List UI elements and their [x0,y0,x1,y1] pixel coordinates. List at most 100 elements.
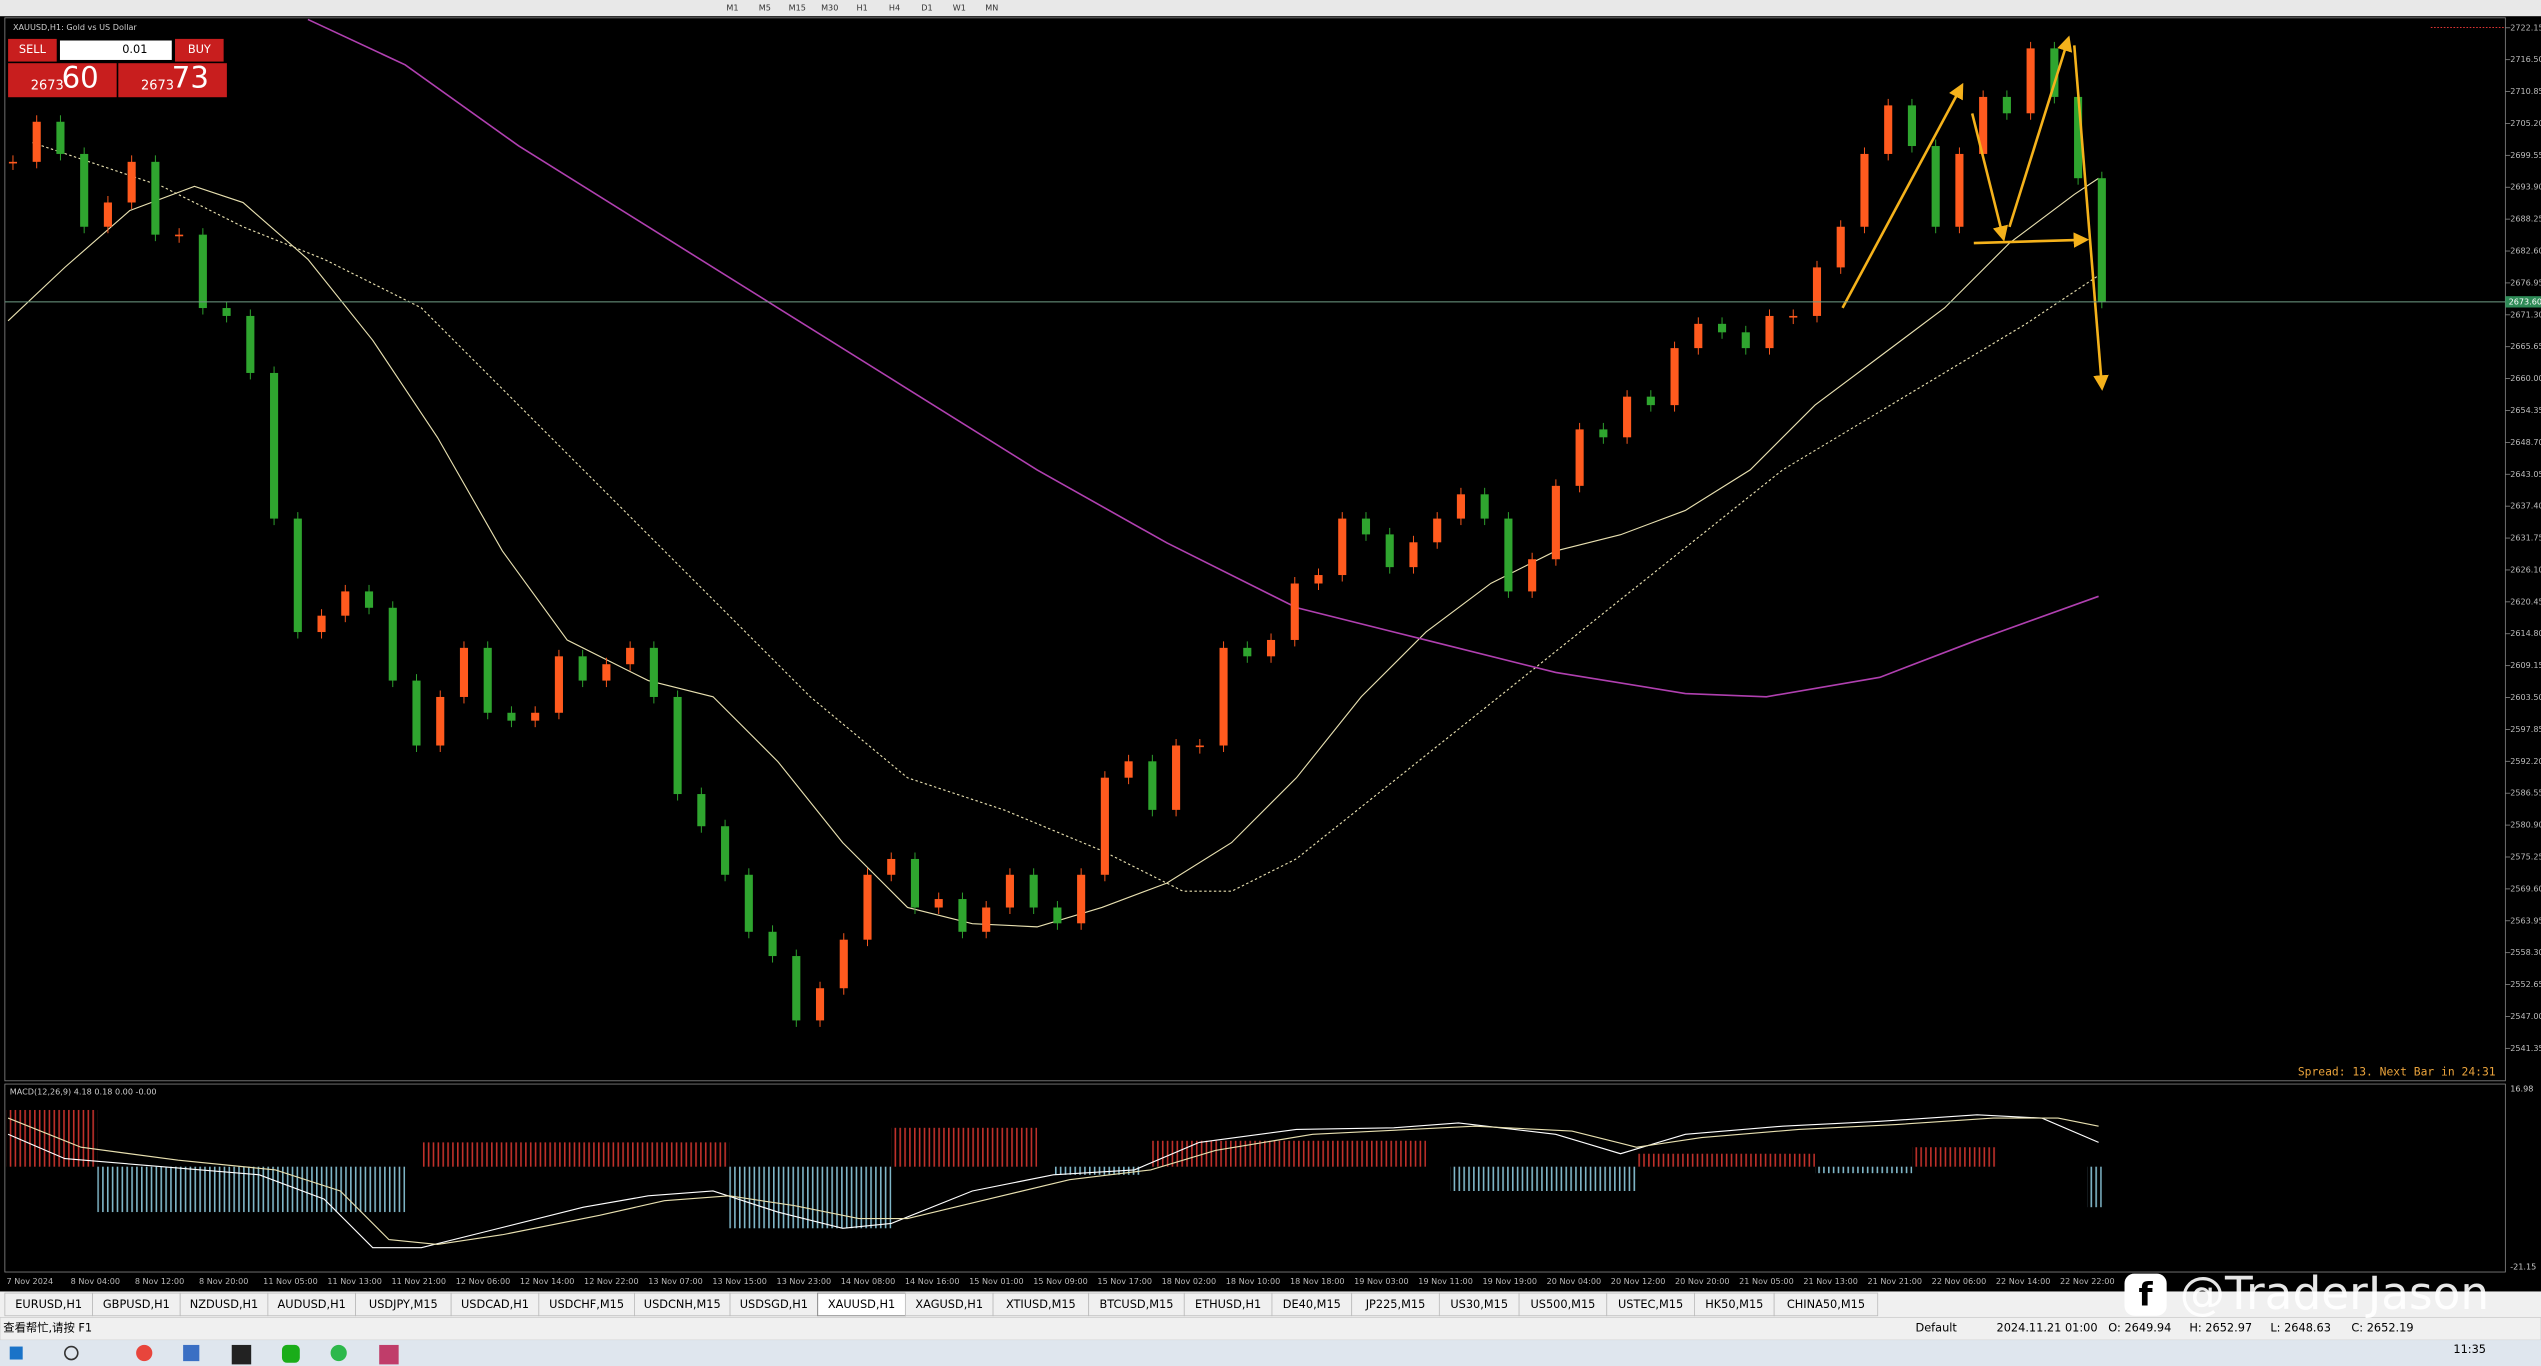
timeframe[interactable]: MN [985,3,998,13]
y-tick-label: 2637.40 [2510,501,2541,511]
arrow [1973,232,2090,248]
candle [1480,494,1489,519]
x-tick-label: 14 Nov 16:00 [905,1276,960,1286]
x-tick-label: 22 Nov 22:00 [2060,1276,2115,1286]
x-tick-label: 20 Nov 04:00 [1547,1276,1602,1286]
buy-button[interactable] [175,38,224,62]
macd-line [7,1114,2099,1249]
candle [768,931,777,957]
watermark-logo [2124,1273,2167,1316]
y-tick-label: 2586.55 [2510,788,2541,798]
candle [1124,761,1133,778]
symbol-tab-label: XAGUSD,H1 [915,1297,983,1311]
candle [982,907,991,932]
candle [1623,396,1632,438]
timeframe[interactable]: H1 [856,3,867,13]
macd-histogram [6,1109,2102,1229]
timeframe[interactable]: M30 [821,3,838,13]
candle [2074,96,2083,179]
wechat-icon[interactable] [281,1344,300,1363]
hist-down [1450,1166,1637,1191]
x-tick-label: 13 Nov 23:00 [777,1276,832,1286]
mt-icon[interactable] [231,1344,252,1365]
y-tick-label: 2710.85 [2510,86,2541,96]
timeframe[interactable]: W1 [953,3,966,13]
hist-down [1815,1166,1913,1174]
symbol-tab[interactable] [1773,1292,1879,1317]
symbol-tab-label: USDSGD,H1 [740,1297,808,1311]
candle [1504,518,1513,592]
symbol-tab-label: GBPUSD,H1 [103,1297,170,1311]
candle [80,153,89,227]
y-tick-label: 2563.95 [2510,915,2541,925]
x-tick-label: 15 Nov 09:00 [1033,1276,1088,1286]
candle [103,202,112,227]
macd-frame [4,1083,2506,1273]
candle [1741,332,1750,349]
status-help: 查看帮忙,请按 F1 [3,1321,92,1335]
timeframe[interactable]: H4 [889,3,900,13]
candle [127,161,136,203]
y-tick-label: 2699.55 [2510,150,2541,160]
app-icon[interactable] [379,1344,399,1365]
y-tick-label: 2654.35 [2510,405,2541,415]
candle [1646,396,1655,406]
candle [910,858,920,908]
hist-down [1053,1166,1143,1175]
timeframe[interactable]: M1 [726,3,738,13]
search-icon[interactable] [64,1345,79,1361]
sell-price-box[interactable] [8,63,117,98]
timeframe[interactable]: M15 [789,3,806,13]
chart-frame [4,17,2506,1082]
candle [721,826,730,875]
candle [2026,48,2035,114]
candle [32,121,41,162]
symbol-tab-label: USTEC,M15 [1618,1297,1683,1311]
x-tick-label: 12 Nov 14:00 [520,1276,575,1286]
arrow [2008,35,2073,228]
candle [1456,494,1465,519]
timeframe[interactable]: M5 [759,3,771,13]
candle [1789,315,1798,318]
browser-icon[interactable] [136,1344,153,1362]
y-tick-label: 2558.30 [2510,947,2541,957]
candle [1884,105,1893,154]
app-icon[interactable] [330,1344,347,1362]
symbol-tab-label: ETHUSD,H1 [1195,1297,1261,1311]
app-icon[interactable] [183,1344,200,1362]
candle [1836,226,1845,268]
candle [1551,485,1560,560]
candle [1361,518,1371,535]
x-tick-label: 13 Nov 15:00 [712,1276,767,1286]
buy-price-box[interactable] [118,63,227,98]
symbol-tab-label: AUDUSD,H1 [278,1297,346,1311]
hist-down [97,1166,406,1213]
y-tick-label: 2592.20 [2510,756,2541,766]
symbol-tab-label: CHINA50,M15 [1787,1297,1865,1311]
buy-price-small: 2673 [141,78,174,93]
clock: 11:35 [2453,1342,2486,1356]
long-ma [307,18,2099,698]
candle [507,712,516,721]
x-tick-label: 11 Nov 05:00 [263,1276,318,1286]
candle [436,696,445,746]
candle [222,308,231,316]
symbol-tab-label: JP225,M15 [1365,1297,1426,1311]
candle [1029,874,1038,908]
lot-field[interactable] [59,40,172,60]
timeframe[interactable]: D1 [921,3,932,13]
symbol-tab-label: USDCAD,H1 [461,1297,529,1311]
candle [412,680,421,746]
sell-button[interactable] [8,38,57,62]
y-tick-label: 2614.80 [2510,628,2541,638]
start-icon[interactable] [9,1346,23,1360]
candle [602,664,611,681]
status-high: H: 2652.97 [2189,1321,2252,1335]
x-tick-label: 18 Nov 10:00 [1226,1276,1281,1286]
candle [815,988,825,1021]
hist-up [1912,1147,1997,1167]
arrow [1841,82,1964,309]
y-tick-label: 2541.35 [2510,1043,2541,1053]
